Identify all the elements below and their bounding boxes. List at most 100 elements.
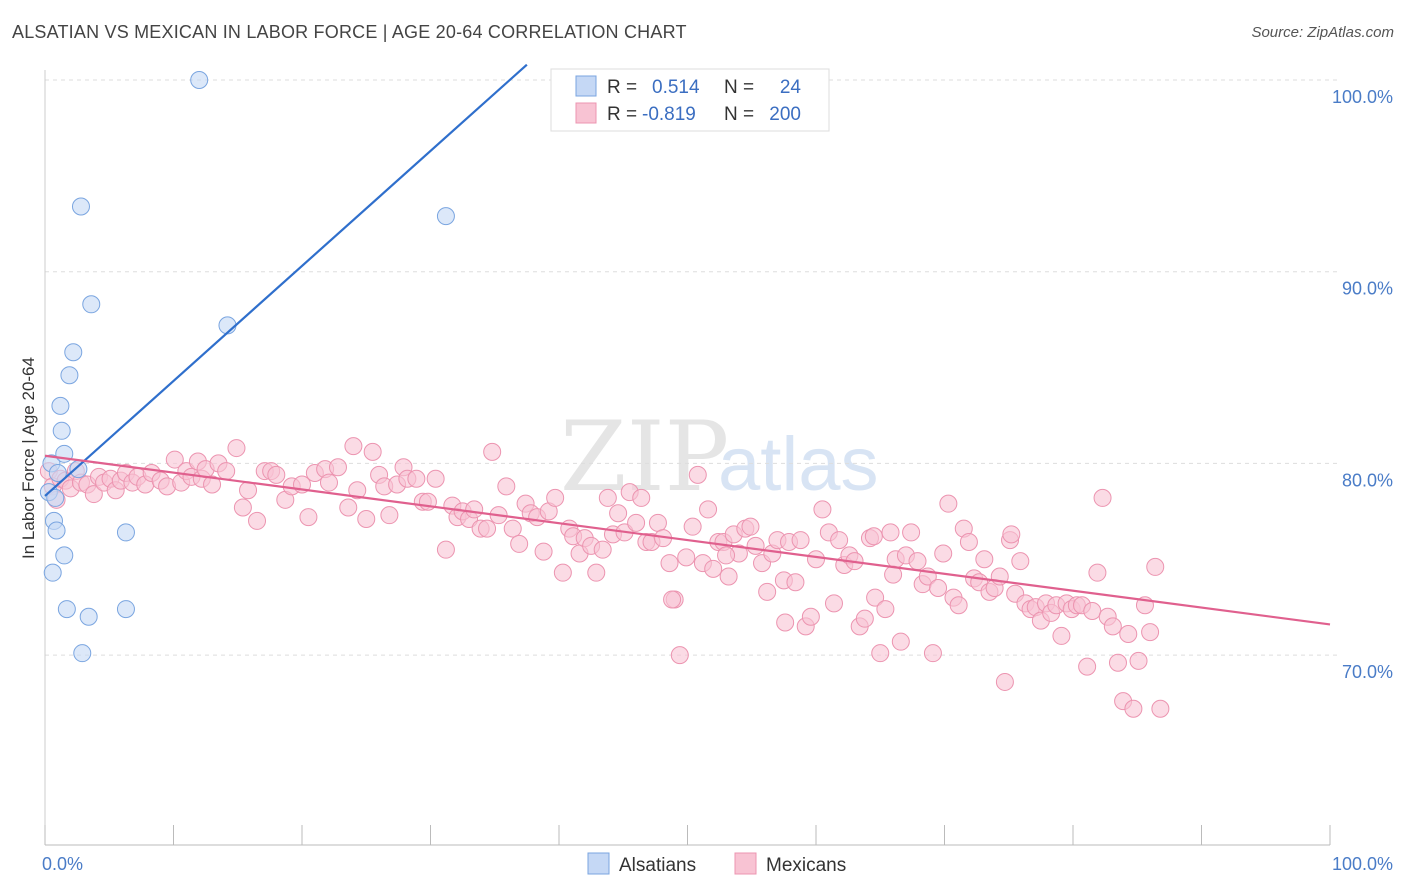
alsatian-trend-line bbox=[44, 63, 528, 497]
alsatian-point bbox=[190, 71, 209, 89]
legend-n-label-1: N = bbox=[724, 77, 754, 98]
mexican-point bbox=[995, 672, 1014, 691]
mexican-point bbox=[699, 500, 718, 519]
mexican-point bbox=[791, 531, 810, 550]
legend: R = 0.514 N = 24 R = -0.819 N = 200 bbox=[550, 68, 830, 132]
y-tick-label: 90.0% bbox=[1342, 279, 1393, 299]
alsatian-point bbox=[71, 197, 90, 216]
alsatian-point bbox=[69, 460, 88, 479]
tick-labels: 70.0% 80.0% 90.0% 100.0% 0.0% 100.0% bbox=[42, 87, 1393, 874]
mexican-point bbox=[949, 596, 968, 615]
mexican-point bbox=[1011, 552, 1030, 571]
mexican-point bbox=[1052, 626, 1071, 645]
mexican-point bbox=[864, 527, 883, 546]
legend-swatch-mexicans bbox=[575, 102, 597, 124]
mexican-point bbox=[478, 519, 497, 538]
mexican-point bbox=[663, 590, 682, 609]
mexican-point bbox=[363, 442, 382, 461]
mexican-point bbox=[1078, 657, 1097, 676]
mexican-point bbox=[344, 437, 363, 456]
alsatian-point bbox=[82, 295, 101, 314]
mexican-point bbox=[319, 473, 338, 492]
mexican-point bbox=[1119, 625, 1138, 644]
mexican-point bbox=[670, 646, 689, 665]
mexican-point bbox=[1124, 699, 1143, 718]
alsatian-point bbox=[48, 463, 67, 482]
mexican-point bbox=[299, 508, 318, 527]
mexican-point bbox=[758, 582, 777, 601]
mexican-point bbox=[328, 458, 347, 477]
mexican-point bbox=[609, 504, 628, 523]
mexican-point bbox=[348, 481, 367, 500]
legend-n-value-2: 200 bbox=[769, 104, 801, 125]
alsatian-point bbox=[116, 523, 135, 542]
y-tick-label: 100.0% bbox=[1332, 87, 1393, 107]
source-label: Source: ZipAtlas.com bbox=[1251, 24, 1394, 41]
bottom-legend-swatch-mexicans bbox=[734, 852, 757, 875]
mexican-point bbox=[855, 609, 874, 628]
mexican-point bbox=[510, 534, 529, 553]
mexican-point bbox=[1151, 699, 1170, 718]
grid bbox=[45, 79, 1340, 656]
alsatian-point bbox=[51, 396, 70, 415]
mexican-point bbox=[660, 554, 679, 573]
mexican-point bbox=[407, 469, 426, 488]
x-tick-label-max: 100.0% bbox=[1332, 854, 1393, 874]
mexican-point bbox=[677, 548, 696, 567]
mexican-point bbox=[830, 531, 849, 550]
mexican-point bbox=[267, 465, 286, 484]
mexican-point bbox=[908, 552, 927, 571]
mexican-point bbox=[436, 540, 455, 559]
mexican-point bbox=[776, 613, 795, 632]
mexican-point bbox=[1083, 602, 1102, 621]
mexican-point bbox=[1103, 617, 1122, 636]
alsatian-point bbox=[43, 563, 62, 582]
legend-r-value-2: -0.819 bbox=[642, 104, 696, 125]
mexican-point bbox=[627, 513, 646, 532]
chart-title: ALSATIAN VS MEXICAN IN LABOR FORCE | AGE… bbox=[12, 22, 687, 42]
mexican-point bbox=[786, 573, 805, 592]
data-points bbox=[39, 71, 1170, 718]
mexican-point bbox=[801, 607, 820, 626]
alsatian-point bbox=[55, 546, 74, 565]
mexican-point bbox=[741, 517, 760, 536]
bottom-legend-mexicans: Mexicans bbox=[766, 855, 846, 876]
mexican-point bbox=[217, 462, 236, 481]
mexican-point bbox=[380, 506, 399, 525]
mexican-point bbox=[648, 513, 667, 532]
x-tick-label-min: 0.0% bbox=[42, 854, 83, 874]
mexican-point bbox=[227, 439, 246, 458]
mexican-point bbox=[807, 550, 825, 569]
watermark-atlas: atlas bbox=[718, 422, 879, 507]
legend-n-label-2: N = bbox=[724, 104, 754, 125]
alsatian-point bbox=[46, 488, 65, 507]
mexican-point bbox=[939, 494, 958, 513]
mexican-point bbox=[813, 500, 832, 519]
mexican-point bbox=[975, 550, 994, 569]
mexican-point bbox=[483, 442, 502, 461]
alsatian-point bbox=[60, 366, 79, 385]
mexican-point bbox=[688, 465, 707, 484]
mexican-point bbox=[239, 481, 258, 500]
mexican-point bbox=[1129, 651, 1148, 670]
mexican-point bbox=[1108, 653, 1127, 672]
y-tick-label: 70.0% bbox=[1342, 662, 1393, 682]
alsatian-point bbox=[57, 600, 76, 619]
legend-n-value-1: 24 bbox=[780, 77, 802, 98]
mexican-point bbox=[587, 563, 606, 582]
alsatian-point bbox=[73, 644, 92, 663]
mexican-point bbox=[248, 511, 267, 530]
legend-r-label-1: R = bbox=[607, 77, 637, 98]
y-tick-label: 80.0% bbox=[1342, 470, 1393, 490]
alsatian-point bbox=[436, 207, 455, 226]
alsatian-point bbox=[79, 607, 98, 626]
mexican-point bbox=[1141, 623, 1160, 642]
mexican-point bbox=[426, 469, 445, 488]
mexican-point bbox=[923, 644, 942, 663]
mexican-trend-line bbox=[44, 454, 1331, 626]
bottom-legend: Alsatians Mexicans bbox=[587, 852, 846, 876]
mexican-point bbox=[824, 594, 843, 613]
mexican-point bbox=[1093, 488, 1112, 507]
bottom-legend-swatch-alsatians bbox=[587, 852, 610, 875]
mexican-point bbox=[704, 559, 723, 578]
